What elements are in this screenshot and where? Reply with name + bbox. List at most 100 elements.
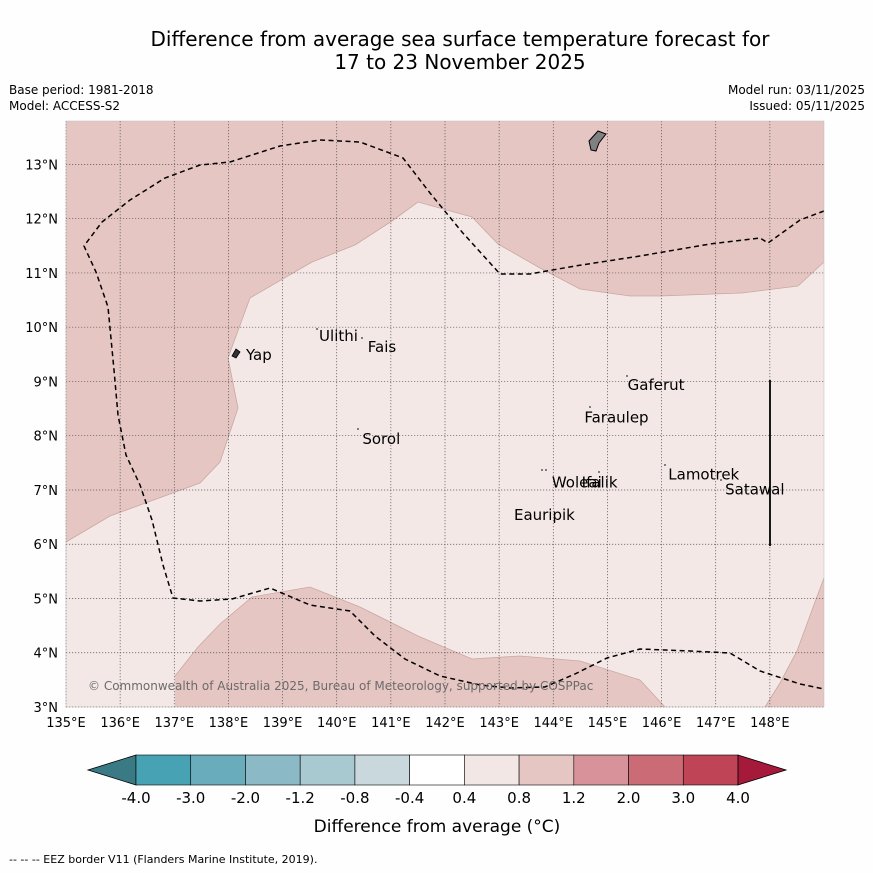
atoll-dot	[664, 464, 666, 466]
colorbar-tick-label: -0.4	[395, 789, 424, 807]
place-label-satawal: Satawal	[725, 481, 784, 499]
lat-axis-labels: 3°N 4°N 5°N 6°N 7°N 8°N 9°N 10°N 11°N 12°N 13°N	[25, 158, 58, 716]
colorbar-swatch	[190, 754, 246, 786]
lat-tick-label: 5°N	[34, 592, 59, 607]
colorbar-swatch	[464, 754, 520, 786]
colorbar-tick-label: 2.0	[617, 789, 641, 807]
atoll-dot	[316, 328, 318, 330]
lon-axis-labels: 135°E 136°E 137°E 138°E 139°E 140°E 141°E 142°E…	[46, 716, 789, 731]
colorbar-swatch	[245, 754, 301, 786]
atoll-dot	[357, 428, 359, 430]
colorbar-tick-label: -2.0	[231, 789, 260, 807]
place-label-faraulep: Faraulep	[584, 408, 648, 426]
place-label-ulithi: Ulithi	[319, 327, 358, 345]
place-labels: Yap Ulithi Fais Sorol Gaferut Faraulep WoleaiI…	[245, 327, 785, 524]
colorbar-tick-label: -1.2	[286, 789, 315, 807]
map-area: Yap Ulithi Fais Sorol Gaferut Faraulep WoleaiI…	[65, 120, 825, 708]
colorbar-swatch	[518, 754, 575, 786]
issued-date: Issued: 05/11/2025	[749, 99, 865, 113]
atoll-dot	[589, 406, 591, 408]
atoll-dots	[316, 328, 722, 481]
model-run: Model run: 03/11/2025	[727, 83, 865, 97]
anomaly-region-north	[66, 121, 824, 542]
place-label-ifalik: Ifalik	[582, 474, 618, 492]
guam-island-icon	[588, 130, 607, 152]
lat-tick-label: 8°N	[34, 430, 59, 445]
colorbar: -4.0 -3.0 -2.0 -1.2 -0.8 -0.4 0.4 0.8 1.2 2.0 3.0 4…	[86, 754, 788, 807]
meta-right: Model run: 03/11/2025 Issued: 05/11/2025	[728, 82, 865, 114]
colorbar-tick-label: 0.8	[507, 789, 531, 807]
colorbar-tick-label: 1.2	[562, 789, 586, 807]
lon-tick-label: 142°E	[425, 716, 465, 731]
colorbar-tick-label: -3.0	[176, 789, 205, 807]
lat-tick-label: 6°N	[34, 538, 59, 553]
lon-tick-label: 148°E	[750, 716, 790, 731]
lon-tick-label: 140°E	[317, 716, 357, 731]
contour-north	[65, 201, 825, 543]
lat-tick-label: 12°N	[25, 213, 58, 228]
colorbar-swatch	[354, 754, 410, 786]
place-label-fais: Fais	[368, 338, 397, 356]
colorbar-swatch	[573, 754, 629, 786]
anomaly-region-southeast	[765, 578, 824, 707]
colorbar-extend-low	[86, 754, 137, 786]
place-label-yap: Yap	[245, 346, 272, 364]
lat-tick-label: 13°N	[25, 158, 58, 173]
meta-left: Base period: 1981-2018 Model: ACCESS-S2	[9, 82, 154, 114]
contour-southeast	[764, 577, 825, 708]
map-title: Difference from average sea surface temp…	[0, 28, 873, 74]
lon-tick-label: 147°E	[696, 716, 736, 731]
place-label-sorol: Sorol	[362, 430, 400, 448]
colorbar-tick-label: 0.4	[452, 789, 476, 807]
lat-tick-label: 7°N	[34, 484, 59, 499]
colorbar-tick-label: -0.8	[340, 789, 369, 807]
atoll-dot	[541, 469, 543, 471]
colorbar-tick-label: -4.0	[121, 789, 150, 807]
lon-tick-label: 143°E	[479, 716, 519, 731]
lat-tick-label: 11°N	[25, 267, 58, 282]
lat-tick-label: 4°N	[34, 647, 59, 662]
anomaly-region-south	[175, 587, 665, 707]
title-line-1: Difference from average sea surface temp…	[150, 27, 770, 51]
gridlines	[65, 121, 824, 708]
yap-island-icon	[231, 348, 241, 359]
atoll-dot	[545, 469, 547, 471]
model-name: Model: ACCESS-S2	[9, 99, 121, 113]
atoll-dot	[626, 375, 628, 377]
lon-tick-label: 145°E	[588, 716, 628, 731]
copyright-text: © Commonwealth of Australia 2025, Bureau…	[88, 679, 593, 693]
footnote: -- -- -- EEZ border V11 (Flanders Marine…	[9, 853, 318, 866]
colorbar-swatch	[409, 754, 465, 786]
place-label-woleai: Woleai	[552, 474, 602, 492]
place-label-lamotrek: Lamotrek	[668, 465, 739, 483]
eez-border	[83, 139, 825, 690]
place-label-gaferut: Gaferut	[628, 376, 685, 394]
place-label-eauripik: Eauripik	[514, 506, 575, 524]
lon-tick-label: 139°E	[263, 716, 303, 731]
title-line-2: 17 to 23 November 2025	[334, 50, 586, 74]
lat-tick-label: 9°N	[34, 375, 59, 390]
lon-tick-label: 138°E	[209, 716, 249, 731]
colorbar-swatch	[299, 754, 356, 786]
colorbar-swatch	[628, 754, 684, 786]
atoll-dot	[598, 471, 600, 473]
colorbar-swatch	[682, 754, 739, 786]
lon-tick-label: 135°E	[46, 716, 86, 731]
lon-tick-label: 146°E	[642, 716, 682, 731]
lat-tick-label: 3°N	[34, 701, 59, 716]
contour-south	[174, 586, 666, 708]
lon-tick-label: 144°E	[534, 716, 574, 731]
lon-tick-label: 136°E	[100, 716, 140, 731]
colorbar-tick-label: 4.0	[726, 789, 750, 807]
lon-tick-label: 137°E	[155, 716, 195, 731]
colorbar-extend-high	[737, 754, 788, 786]
atoll-dot	[361, 337, 363, 339]
base-period: Base period: 1981-2018	[9, 83, 154, 97]
map-frame	[65, 120, 825, 708]
lat-tick-label: 10°N	[25, 321, 58, 336]
atoll-dot	[720, 479, 722, 481]
colorbar-tick-label: 3.0	[671, 789, 695, 807]
colorbar-title: Difference from average (°C)	[314, 817, 561, 837]
lon-tick-label: 141°E	[371, 716, 411, 731]
